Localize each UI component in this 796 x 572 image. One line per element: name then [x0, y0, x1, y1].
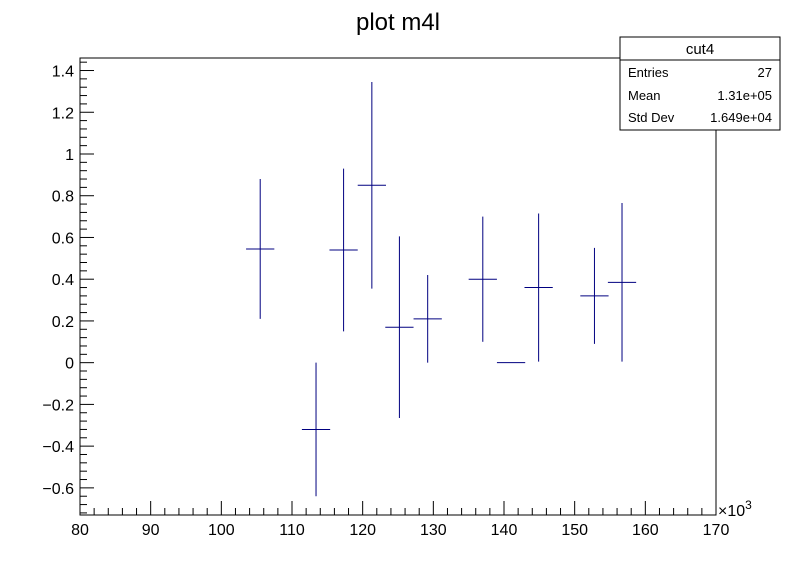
y-tick-label: 0.4	[52, 272, 74, 289]
stats-entries-label: Entries	[628, 65, 669, 80]
y-tick-label: −0.4	[42, 439, 74, 456]
data-points	[246, 81, 637, 497]
stats-box-title: cut4	[686, 41, 714, 58]
x-tick-label: 100	[208, 522, 235, 539]
x-tick-label: 110	[279, 522, 305, 539]
x-axis-multiplier: ×103	[718, 498, 752, 520]
x-tick-label: 150	[561, 522, 588, 539]
stats-box-border	[619, 36, 781, 131]
stats-entries-value: 27	[758, 65, 772, 80]
x-axis: 80 90 100 110 120 130 140 150 160 170	[71, 501, 729, 539]
y-tick-label: 0	[65, 356, 74, 373]
stats-stddev-label: Std Dev	[628, 110, 675, 125]
y-tick-label: 0.8	[52, 189, 74, 206]
y-tick-label: 1.2	[52, 105, 74, 122]
y-tick-label: 0.2	[52, 314, 74, 331]
y-axis: −0.6 −0.4 −0.2 0 0.2 0.4 0.6 0.8 1 1.2 1.4	[42, 61, 94, 514]
x-tick-label: 120	[349, 522, 376, 539]
data-point	[385, 236, 414, 418]
x-tick-label: 90	[142, 522, 160, 539]
x-tick-label: 80	[71, 522, 89, 539]
stats-mean-value: 1.31e+05	[717, 88, 772, 103]
x-tick-label: 140	[491, 522, 518, 539]
x-tick-label: 160	[632, 522, 659, 539]
x-tick-label: 170	[703, 522, 730, 539]
plot-area-border	[79, 57, 717, 516]
data-point	[329, 168, 358, 332]
stats-stddev-value: 1.649e+04	[710, 110, 772, 125]
y-tick-label: 0.6	[52, 230, 74, 247]
y-tick-label: −0.6	[42, 481, 74, 498]
x-axis-multiplier-base: ×10	[718, 503, 745, 520]
chart-title: plot m4l	[356, 9, 440, 36]
y-tick-label: 1	[65, 147, 74, 164]
y-tick-label: −0.2	[42, 397, 74, 414]
data-point	[357, 81, 386, 289]
data-point	[607, 203, 637, 362]
y-tick-label: 1.4	[52, 64, 74, 81]
data-point	[246, 179, 275, 319]
stats-mean-label: Mean	[628, 88, 661, 103]
x-tick-label: 130	[420, 522, 447, 539]
x-axis-multiplier-exponent: 3	[745, 498, 752, 512]
data-point	[301, 362, 331, 497]
data-point	[524, 213, 553, 362]
stats-box: cut4 Entries 27 Mean 1.31e+05 Std Dev 1.…	[619, 36, 781, 131]
data-point	[580, 247, 609, 344]
data-point	[468, 216, 497, 342]
data-point	[413, 275, 442, 363]
plot-frame	[79, 57, 717, 516]
